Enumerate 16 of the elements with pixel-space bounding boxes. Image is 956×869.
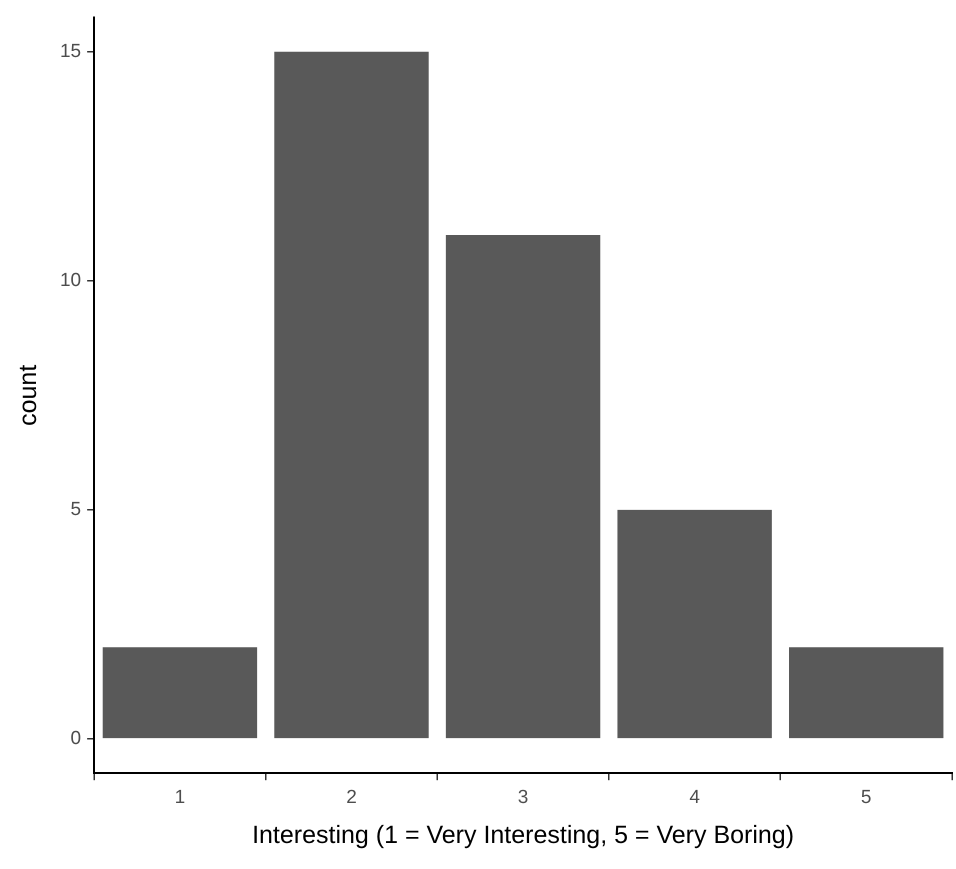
bar <box>617 510 772 738</box>
x-tick-label: 2 <box>346 786 357 808</box>
x-tick-label: 4 <box>689 786 700 808</box>
bar <box>446 234 600 738</box>
bar <box>274 52 429 738</box>
y-tick-label: 15 <box>60 40 82 62</box>
x-tick-label: 5 <box>860 786 872 808</box>
y-tick-label: 5 <box>70 499 82 520</box>
x-tick-label: 3 <box>518 786 528 808</box>
y-axis-title: count <box>14 364 42 426</box>
bar <box>102 647 258 738</box>
bar <box>789 647 944 738</box>
y-tick-label: 10 <box>60 270 82 292</box>
x-axis-title: Interesting (1 = Very Interesting, 5 = Very Boring) <box>252 820 794 849</box>
x-tick-label: 1 <box>174 786 186 808</box>
y-tick-label: 0 <box>70 728 82 750</box>
